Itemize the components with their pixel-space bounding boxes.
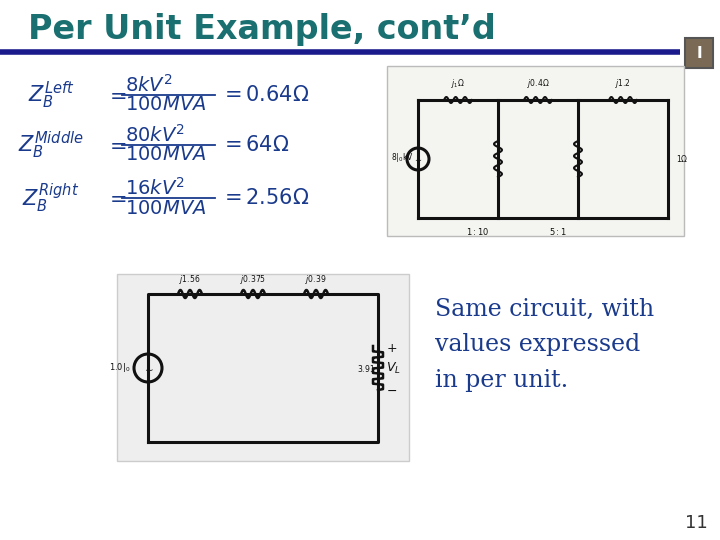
Text: $80kV^2$: $80kV^2$ bbox=[125, 124, 185, 146]
Text: $5:1$: $5:1$ bbox=[549, 226, 567, 237]
Text: $100MVA$: $100MVA$ bbox=[125, 199, 207, 218]
Text: $Z_B^{Right}$: $Z_B^{Right}$ bbox=[22, 181, 79, 215]
Text: Same circuit, with
values expressed
in per unit.: Same circuit, with values expressed in p… bbox=[435, 298, 654, 392]
Text: $j_1\Omega$: $j_1\Omega$ bbox=[451, 77, 465, 90]
Text: $1.0|_0$: $1.0|_0$ bbox=[109, 361, 131, 375]
Text: $1:10$: $1:10$ bbox=[467, 226, 490, 237]
Text: $=$: $=$ bbox=[105, 85, 127, 105]
Text: $j1.56$: $j1.56$ bbox=[179, 273, 201, 286]
Text: $8kV^2$: $8kV^2$ bbox=[125, 74, 173, 96]
Text: $16kV^2$: $16kV^2$ bbox=[125, 177, 185, 199]
Text: $=$: $=$ bbox=[105, 135, 127, 155]
Text: $j1.2$: $j1.2$ bbox=[615, 77, 631, 90]
Text: $Z_B^{Left}$: $Z_B^{Left}$ bbox=[28, 79, 75, 111]
Text: $100MVA$: $100MVA$ bbox=[125, 145, 207, 165]
FancyBboxPatch shape bbox=[685, 38, 713, 68]
Text: $j0.375$: $j0.375$ bbox=[240, 273, 266, 286]
Text: $\sim$: $\sim$ bbox=[142, 363, 154, 373]
Text: 11: 11 bbox=[685, 514, 708, 532]
FancyBboxPatch shape bbox=[117, 274, 409, 461]
Text: $= 0.64\Omega$: $= 0.64\Omega$ bbox=[220, 85, 309, 105]
Text: I: I bbox=[696, 45, 702, 60]
Text: $=$: $=$ bbox=[105, 188, 127, 208]
Text: $Z_B^{Middle}$: $Z_B^{Middle}$ bbox=[18, 130, 84, 160]
Text: $\sim$: $\sim$ bbox=[413, 154, 423, 164]
Text: $1\Omega$: $1\Omega$ bbox=[676, 153, 688, 165]
Text: $-$: $-$ bbox=[386, 383, 397, 396]
FancyBboxPatch shape bbox=[387, 66, 684, 236]
Text: $+$: $+$ bbox=[386, 341, 397, 354]
Text: $8|_0 \mathrm{kV}$: $8|_0 \mathrm{kV}$ bbox=[391, 151, 414, 164]
Text: $3.91$: $3.91$ bbox=[357, 362, 375, 374]
Text: $100MVA$: $100MVA$ bbox=[125, 96, 207, 114]
Text: $= 64\Omega$: $= 64\Omega$ bbox=[220, 135, 289, 155]
Text: $j0.4\Omega$: $j0.4\Omega$ bbox=[527, 77, 549, 90]
Text: $= 2.56\Omega$: $= 2.56\Omega$ bbox=[220, 188, 309, 208]
Text: $j0.39$: $j0.39$ bbox=[305, 273, 327, 286]
Text: Per Unit Example, cont’d: Per Unit Example, cont’d bbox=[28, 14, 496, 46]
Text: $V_L$: $V_L$ bbox=[386, 361, 401, 375]
